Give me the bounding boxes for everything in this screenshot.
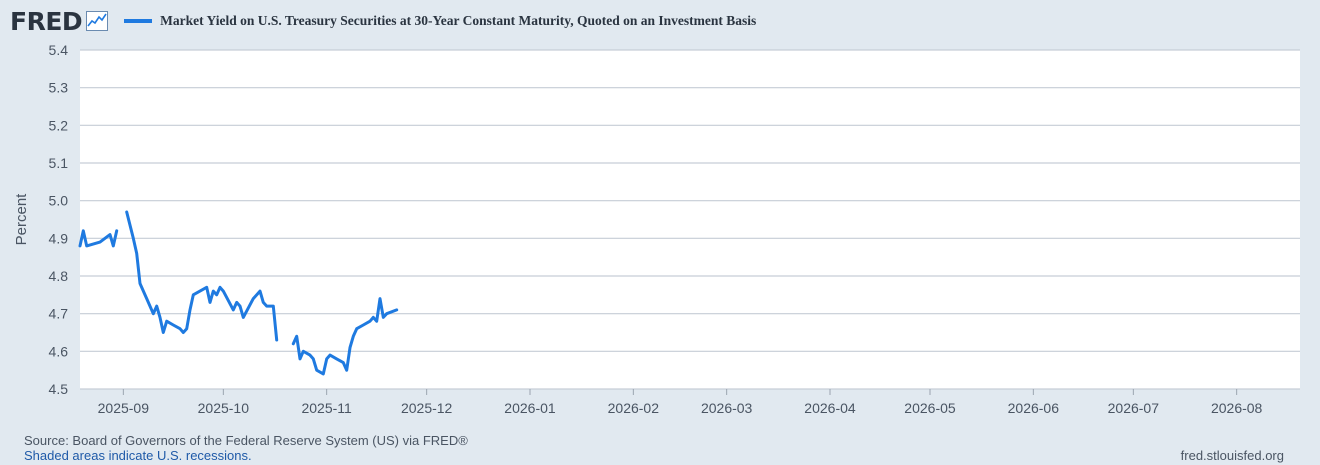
x-tick-label: 2026-04: [804, 400, 856, 416]
chart-header: FRED Market Yield on U.S. Treasury Secur…: [10, 6, 756, 36]
legend-line-swatch: [124, 19, 153, 23]
recession-note[interactable]: Shaded areas indicate U.S. recessions.: [24, 448, 252, 463]
line-chart-icon: [86, 11, 109, 31]
y-tick-label: 5.2: [49, 117, 69, 133]
legend-label: Market Yield on U.S. Treasury Securities…: [160, 13, 757, 28]
y-tick-label: 5.0: [49, 193, 69, 209]
x-tick-label: 2026-03: [701, 400, 753, 416]
x-tick-label: 2026-05: [904, 400, 956, 416]
series-line[interactable]: [125, 210, 279, 342]
y-tick-label: 4.9: [49, 230, 69, 246]
y-axis-label: Percent: [13, 193, 30, 246]
y-tick-label: 4.8: [49, 268, 69, 284]
x-tick-label: 2025-09: [98, 400, 150, 416]
series-line[interactable]: [291, 297, 399, 376]
chart-footer: Source: Board of Governors of the Federa…: [24, 433, 468, 463]
y-tick-label: 5.1: [49, 155, 69, 171]
x-tick-label: 2025-11: [301, 400, 352, 416]
x-tick-label: 2025-10: [198, 400, 250, 416]
plot-area: [80, 50, 1300, 389]
y-tick-label: 5.3: [49, 80, 69, 96]
y-tick-label: 4.5: [49, 381, 69, 397]
series-line[interactable]: [78, 229, 119, 248]
fred-logo[interactable]: FRED: [10, 6, 83, 36]
x-tick-label: 2026-02: [608, 400, 660, 416]
x-tick-label: 2026-01: [504, 400, 556, 416]
y-tick-label: 4.7: [49, 306, 69, 322]
site-url[interactable]: fred.stlouisfed.org: [1180, 448, 1284, 463]
source-note: Source: Board of Governors of the Federa…: [24, 433, 468, 448]
x-tick-label: 2026-06: [1008, 400, 1060, 416]
y-tick-label: 4.6: [49, 343, 69, 359]
x-tick-label: 2026-07: [1108, 400, 1160, 416]
x-tick-label: 2025-12: [401, 400, 453, 416]
x-tick-label: 2026-08: [1211, 400, 1263, 416]
y-tick-label: 5.4: [49, 42, 69, 58]
